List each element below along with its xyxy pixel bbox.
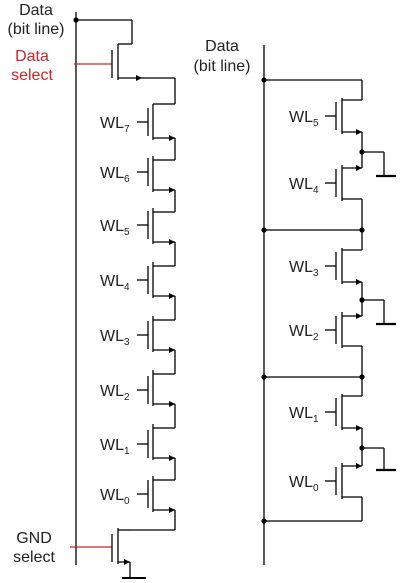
- nor-wl5-label: WL5: [289, 109, 319, 129]
- ground-icon: [362, 447, 396, 472]
- nor-wl4-label: WL4: [289, 176, 319, 196]
- ground-icon: [362, 151, 396, 178]
- nand-cell-4: WL4: [100, 262, 176, 321]
- nor-wl1-label: WL1: [289, 405, 319, 425]
- wl2-label: WL2: [100, 383, 130, 403]
- nor-array-diagram: Data (bit line) WL5: [194, 38, 396, 565]
- wl6-label: WL6: [100, 165, 130, 185]
- nor-wl3-label: WL3: [289, 259, 319, 279]
- gnd-select-label-line2: select: [13, 549, 55, 566]
- data-select-label-line1: Data: [15, 48, 49, 65]
- nor-cell-1: WL1: [289, 377, 363, 466]
- bitline-label-line1: Data: [19, 2, 53, 19]
- bitline-label-line2: (bit line): [8, 21, 65, 38]
- wl3-label: WL3: [100, 328, 130, 348]
- wl7-label: WL7: [100, 115, 130, 135]
- nand-cell-5: WL5: [100, 208, 176, 267]
- gnd-select-label-line1: GND: [16, 530, 52, 547]
- nand-cell-7: WL7: [100, 103, 176, 161]
- nand-string-diagram: Data (bit line) Data select WL7: [8, 2, 176, 579]
- nor-bitline-label-line1: Data: [205, 38, 239, 55]
- nand-cell-1: WL1: [100, 424, 176, 481]
- nor-cell-0: WL0: [289, 463, 363, 512]
- nand-cell-0: WL0: [100, 476, 176, 531]
- nand-cell-3: WL3: [100, 316, 176, 375]
- nor-cell-4: WL4: [289, 165, 363, 230]
- gnd-select-transistor: [111, 528, 131, 578]
- wl4-label: WL4: [100, 273, 130, 293]
- wl5-label: WL5: [100, 218, 130, 238]
- wl1-label: WL1: [100, 437, 130, 457]
- nor-cell-3: WL3: [289, 230, 363, 316]
- nor-bitline-label-line2: (bit line): [194, 58, 251, 75]
- ground-icon: [362, 299, 396, 326]
- wl0-label: WL0: [100, 487, 130, 507]
- nor-wl2-label: WL2: [289, 323, 319, 343]
- nor-wl0-label: WL0: [289, 474, 319, 494]
- data-select-transistor: [111, 43, 142, 81]
- nand-cell-2: WL2: [100, 370, 176, 429]
- nor-cell-2: WL2: [289, 312, 363, 377]
- nor-cell-5: WL5: [289, 88, 363, 168]
- data-select-label-line2: select: [11, 67, 53, 84]
- nand-cell-6: WL6: [100, 156, 176, 213]
